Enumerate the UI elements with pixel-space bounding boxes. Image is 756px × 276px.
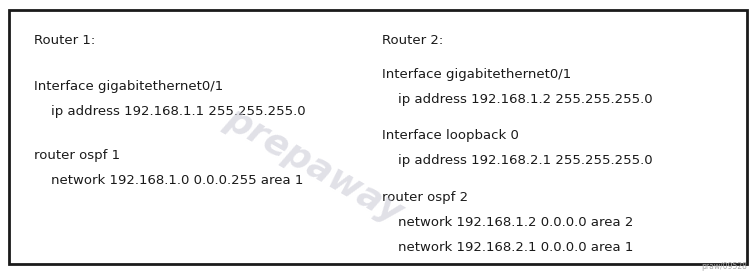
Text: network 192.168.1.2 0.0.0.0 area 2: network 192.168.1.2 0.0.0.0 area 2 xyxy=(398,216,634,229)
Text: Interface gigabitethernet0/1: Interface gigabitethernet0/1 xyxy=(34,80,223,94)
Text: Interface gigabitethernet0/1: Interface gigabitethernet0/1 xyxy=(382,68,571,81)
Text: Router 1:: Router 1: xyxy=(34,33,95,47)
Text: ip address 192.168.2.1 255.255.255.0: ip address 192.168.2.1 255.255.255.0 xyxy=(398,153,653,167)
Text: ip address 192.168.1.1 255.255.255.0: ip address 192.168.1.1 255.255.255.0 xyxy=(51,105,305,118)
Text: router ospf 2: router ospf 2 xyxy=(382,191,468,204)
Text: ip address 192.168.1.2 255.255.255.0: ip address 192.168.1.2 255.255.255.0 xyxy=(398,93,653,106)
Text: router ospf 1: router ospf 1 xyxy=(34,149,120,163)
Text: network 192.168.1.0 0.0.0.255 area 1: network 192.168.1.0 0.0.0.255 area 1 xyxy=(51,174,303,187)
Text: prepaway: prepaway xyxy=(219,101,408,230)
Text: praw/09528: praw/09528 xyxy=(701,262,747,271)
Text: network 192.168.2.1 0.0.0.0 area 1: network 192.168.2.1 0.0.0.0 area 1 xyxy=(398,240,634,254)
Text: Interface loopback 0: Interface loopback 0 xyxy=(382,129,519,142)
Text: Router 2:: Router 2: xyxy=(382,33,443,47)
